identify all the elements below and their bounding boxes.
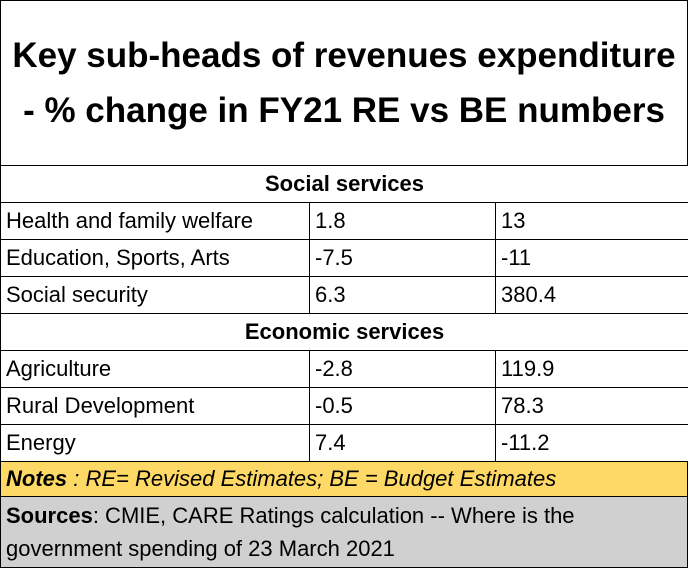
notes-bar: Notes : RE= Revised Estimates; BE = Budg… bbox=[0, 462, 688, 497]
row-value-1: -7.5 bbox=[309, 239, 496, 277]
notes-label: Notes bbox=[6, 466, 68, 491]
row-value-1: 1.8 bbox=[309, 202, 496, 240]
page-title: Key sub-heads of revenues expenditure - … bbox=[0, 0, 688, 165]
row-label: Social security bbox=[0, 276, 310, 314]
sources-label: Sources bbox=[6, 503, 93, 528]
row-value-2: 380.4 bbox=[494, 276, 688, 314]
table-row: Rural Development -0.5 78.3 bbox=[0, 387, 688, 425]
row-label: Energy bbox=[0, 424, 310, 462]
table-row: Health and family welfare 1.8 13 bbox=[0, 202, 688, 240]
row-value-1: -0.5 bbox=[309, 387, 496, 425]
row-label: Rural Development bbox=[0, 387, 310, 425]
section-heading: Social services bbox=[0, 165, 688, 203]
sources-text: : CMIE, CARE Ratings calculation -- Wher… bbox=[6, 503, 575, 561]
row-value-2: 13 bbox=[494, 202, 688, 240]
row-value-2: -11.2 bbox=[494, 424, 688, 462]
row-value-2: 78.3 bbox=[494, 387, 688, 425]
table-row: Social security 6.3 380.4 bbox=[0, 276, 688, 314]
row-value-1: 6.3 bbox=[309, 276, 496, 314]
section-heading: Economic services bbox=[0, 313, 688, 351]
row-value-2: -11 bbox=[494, 239, 688, 277]
table-row: Agriculture -2.8 119.9 bbox=[0, 350, 688, 388]
table-row: Education, Sports, Arts -7.5 -11 bbox=[0, 239, 688, 277]
section-header-row: Social services bbox=[0, 165, 688, 203]
row-label: Education, Sports, Arts bbox=[0, 239, 310, 277]
row-value-1: 7.4 bbox=[309, 424, 496, 462]
row-value-2: 119.9 bbox=[494, 350, 688, 388]
section-header-row: Economic services bbox=[0, 313, 688, 351]
data-table: Social services Health and family welfar… bbox=[0, 165, 688, 462]
row-label: Health and family welfare bbox=[0, 202, 310, 240]
table-row: Energy 7.4 -11.2 bbox=[0, 424, 688, 462]
row-label: Agriculture bbox=[0, 350, 310, 388]
notes-text: : RE= Revised Estimates; BE = Budget Est… bbox=[67, 466, 557, 491]
row-value-1: -2.8 bbox=[309, 350, 496, 388]
sources-bar: Sources: CMIE, CARE Ratings calculation … bbox=[0, 497, 688, 568]
